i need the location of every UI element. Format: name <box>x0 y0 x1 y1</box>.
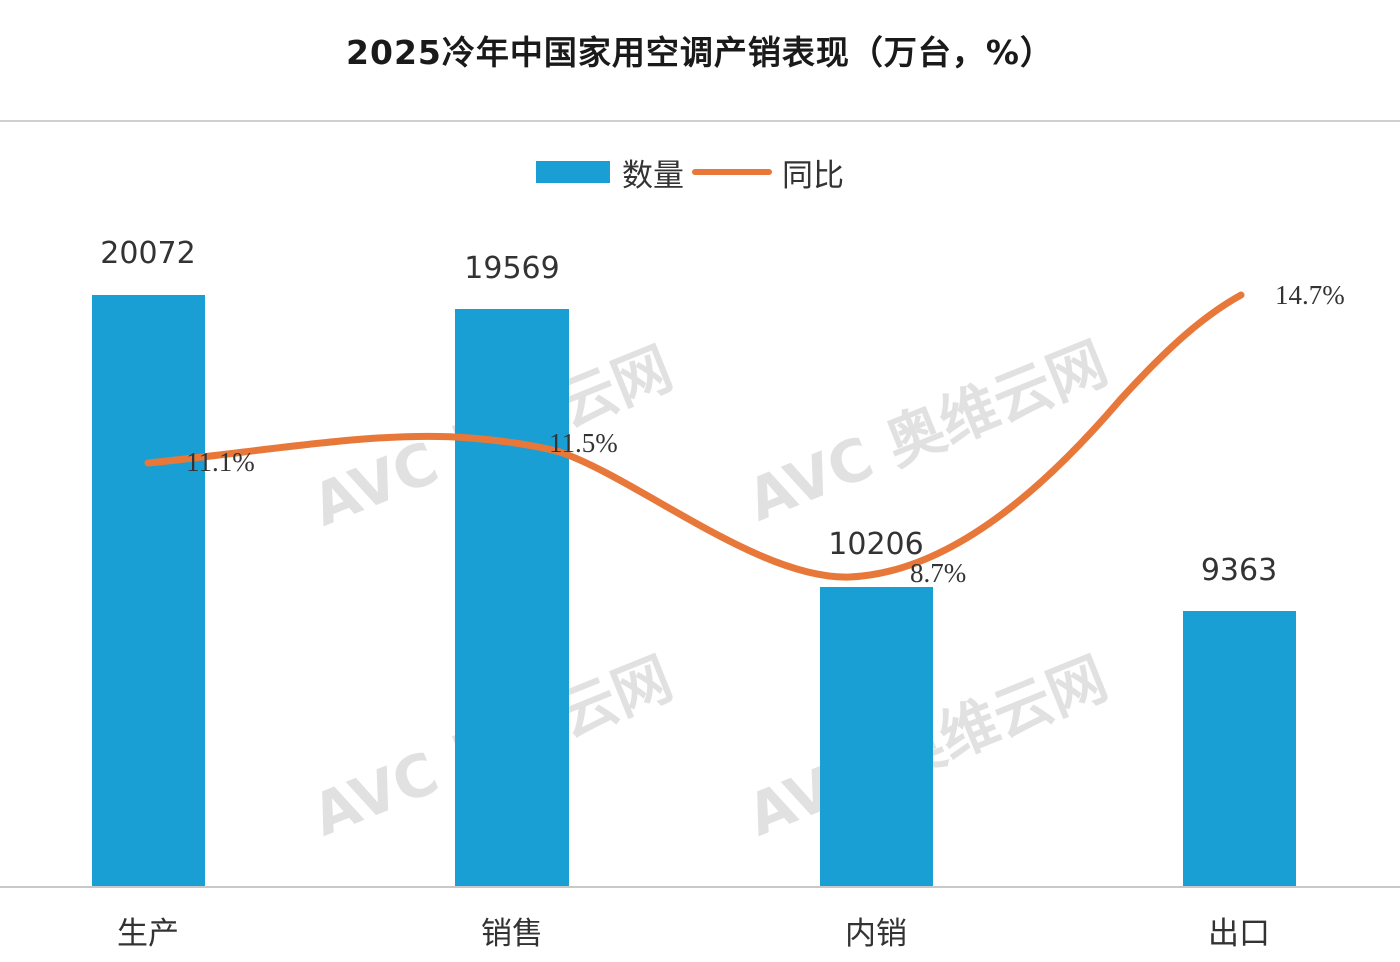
legend-bar-label: 数量 <box>622 157 684 194</box>
yoy-label: 11.5% <box>549 428 618 458</box>
chart-title: 2025冷年中国家用空调产销表现（万台，%） <box>346 33 1054 72</box>
bar-export <box>1183 611 1296 887</box>
value-label: 20072 <box>100 236 196 271</box>
yoy-label: 8.7% <box>910 558 967 588</box>
legend-bar-swatch-icon <box>536 161 610 183</box>
title-separator <box>0 120 1400 122</box>
category-label: 内销 <box>845 916 907 952</box>
yoy-label: 14.7% <box>1275 280 1345 310</box>
x-axis-line <box>0 886 1400 888</box>
legend: 数量 同比 <box>536 152 844 194</box>
category-label: 出口 <box>1208 916 1270 952</box>
legend-line-swatch-icon <box>692 169 772 175</box>
bar-sales <box>455 309 569 887</box>
value-label: 9363 <box>1200 553 1278 588</box>
value-label: 10206 <box>828 527 924 562</box>
bar-domestic-sales <box>820 587 933 887</box>
bar-production <box>92 295 205 887</box>
category-label: 生产 <box>117 916 179 952</box>
yoy-label: 11.1% <box>186 447 255 477</box>
category-label: 销售 <box>481 916 543 952</box>
value-label: 19569 <box>464 251 560 286</box>
legend-line-label: 同比 <box>782 157 844 194</box>
